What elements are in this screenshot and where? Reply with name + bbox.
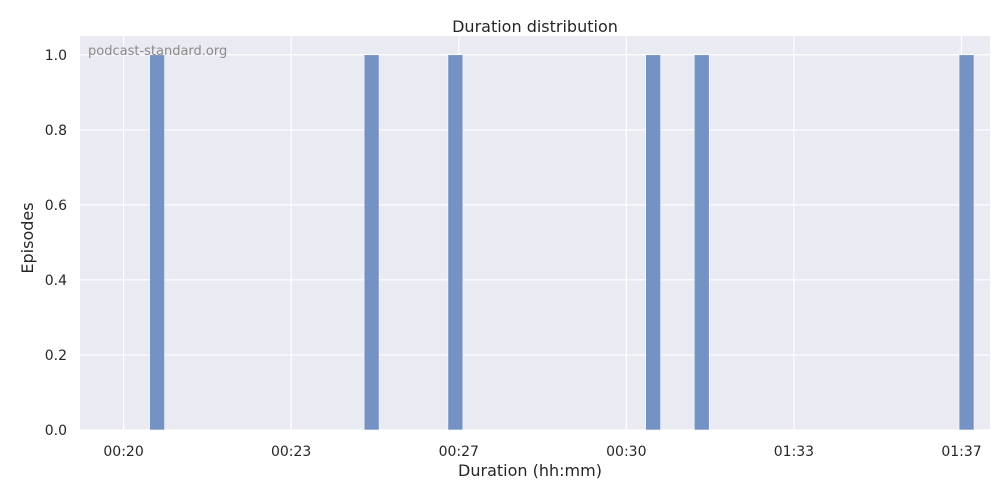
y-tick-label: 0.4 bbox=[45, 273, 67, 289]
chart-title: Duration distribution bbox=[452, 17, 618, 36]
x-tick-label: 01:37 bbox=[941, 444, 981, 460]
x-tick-labels: 00:20 00:23 00:27 00:30 01:33 01:37 bbox=[103, 444, 981, 460]
x-axis-label: Duration (hh:mm) bbox=[458, 461, 602, 480]
histogram-bar bbox=[693, 54, 710, 431]
y-axis-label: Episodes bbox=[18, 202, 37, 273]
histogram-bar bbox=[645, 54, 661, 431]
y-tick-label: 1.0 bbox=[45, 48, 67, 64]
histogram-bar bbox=[958, 54, 975, 431]
histogram-bar bbox=[363, 54, 380, 431]
y-tick-label: 0.8 bbox=[45, 123, 67, 139]
y-tick-label: 0.0 bbox=[45, 423, 67, 439]
bars-group bbox=[149, 54, 975, 431]
x-tick-label: 00:27 bbox=[439, 444, 479, 460]
y-tick-label: 0.6 bbox=[45, 198, 67, 214]
x-tick-label: 01:33 bbox=[774, 444, 814, 460]
histogram-bar bbox=[447, 54, 464, 431]
watermark: podcast-standard.org bbox=[88, 44, 227, 59]
plot-background bbox=[80, 36, 990, 430]
y-tick-label: 0.2 bbox=[45, 348, 67, 364]
histogram-bar bbox=[149, 54, 165, 431]
x-tick-label: 00:30 bbox=[606, 444, 646, 460]
x-tick-label: 00:23 bbox=[271, 444, 311, 460]
x-tick-label: 00:20 bbox=[103, 444, 143, 460]
y-tick-labels: 0.0 0.2 0.4 0.6 0.8 1.0 bbox=[45, 48, 67, 439]
